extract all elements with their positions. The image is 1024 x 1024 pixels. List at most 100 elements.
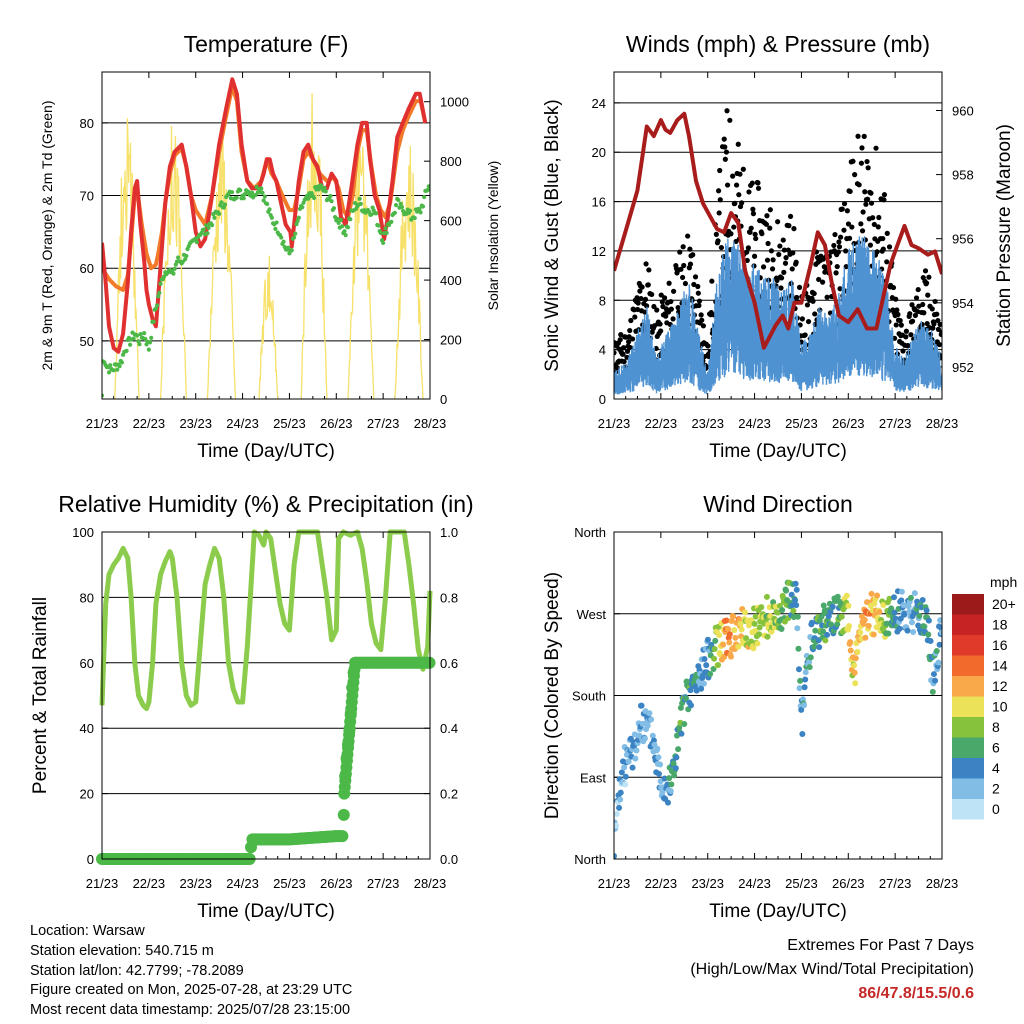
gust-point (858, 160, 865, 166)
gust-point (874, 249, 880, 255)
direction-point (806, 659, 813, 666)
gust-point (718, 244, 724, 251)
gust-point (862, 189, 868, 195)
direction-point (790, 607, 797, 614)
extremes-title: Extremes For Past 7 Days (787, 937, 974, 954)
td-point (108, 363, 113, 368)
direction-point (632, 755, 639, 762)
direction-point (614, 822, 620, 829)
gust-point (639, 284, 645, 290)
gust-point (649, 291, 655, 298)
td-point (399, 204, 404, 210)
td-point (201, 227, 207, 232)
td-point (222, 202, 228, 207)
direction-point (668, 781, 675, 788)
gust-point (695, 283, 701, 290)
direction-point (822, 637, 829, 644)
td-point (348, 217, 353, 222)
legend-swatch (952, 758, 984, 779)
direction-point (857, 629, 864, 636)
y2-tick-label: 952 (952, 360, 974, 375)
gust-point (755, 180, 761, 186)
gust-point (793, 259, 799, 265)
gust-point (677, 249, 683, 255)
td-point (311, 195, 317, 201)
direction-point (758, 604, 765, 611)
gust-point (705, 343, 711, 349)
td-point (157, 290, 162, 295)
gust-point (654, 307, 660, 313)
gust-point (875, 224, 881, 230)
gust-point (936, 341, 942, 348)
direction-point (681, 721, 688, 728)
recent-text: Most recent data timestamp: 2025/07/28 2… (30, 1002, 351, 1019)
y2-tick-label: 0.8 (440, 590, 458, 605)
legend-swatch (952, 696, 984, 717)
y2-tick-label: 0 (440, 392, 447, 407)
td-point (249, 190, 255, 195)
legend-label: 8 (992, 719, 1000, 735)
gust-point (715, 188, 722, 194)
direction-point (794, 613, 801, 620)
temperature-series (102, 77, 430, 399)
direction-point (673, 754, 680, 761)
location-text: Location: Warsaw (30, 923, 145, 939)
gust-point (846, 235, 853, 241)
x-tick-label: 23/23 (691, 416, 724, 431)
gust-point (724, 182, 731, 188)
gust-point (881, 192, 888, 198)
gust-point (635, 300, 641, 306)
plot-frame (613, 531, 943, 860)
direction-point (735, 643, 742, 650)
direction-point (754, 640, 761, 647)
td-point (279, 235, 284, 240)
td-point (426, 184, 430, 189)
gust-point (780, 237, 786, 243)
gust-point (774, 277, 780, 283)
gust-point (768, 248, 775, 254)
direction-point (778, 625, 785, 632)
x-tick-label: 27/23 (879, 416, 912, 431)
x-tick-label: 26/23 (320, 416, 353, 431)
direction-point (659, 789, 666, 796)
direction-point (802, 669, 809, 676)
precip-point (348, 663, 361, 676)
gust-point (715, 238, 721, 244)
td-point (273, 226, 278, 232)
x-tick-label: 26/23 (320, 876, 353, 891)
gust-point (915, 309, 921, 315)
gust-point (621, 358, 627, 365)
td-point (184, 253, 189, 259)
td-point (286, 245, 291, 250)
td-point (194, 240, 199, 245)
solar-series-line (258, 255, 279, 399)
x-tick-label: 28/23 (414, 416, 447, 431)
x-tick-label: 23/23 (179, 416, 212, 431)
td-point (241, 196, 246, 201)
td-point (328, 193, 333, 199)
legend-swatch (952, 655, 984, 676)
gust-point (897, 318, 903, 324)
gust-point (755, 185, 762, 191)
td-point (269, 215, 274, 220)
precip-point (337, 808, 350, 821)
gust-point (723, 149, 730, 155)
gust-point (724, 108, 730, 114)
td-point (128, 342, 133, 347)
direction-point (854, 648, 861, 655)
y-tick-label: 60 (80, 656, 94, 671)
direction-point (795, 666, 802, 673)
gust-point (713, 231, 719, 237)
gust-point (668, 306, 674, 312)
gust-point (810, 298, 816, 304)
gust-point (782, 260, 789, 266)
y-tick-label: 80 (80, 116, 94, 131)
gust-point (859, 228, 866, 234)
td-point (306, 196, 311, 201)
gust-point (666, 280, 672, 286)
td-point (210, 223, 215, 228)
legend-label: 0 (992, 801, 1000, 817)
legend-label: 4 (992, 760, 1000, 776)
gust-point (763, 221, 769, 227)
direction-point (738, 626, 745, 633)
